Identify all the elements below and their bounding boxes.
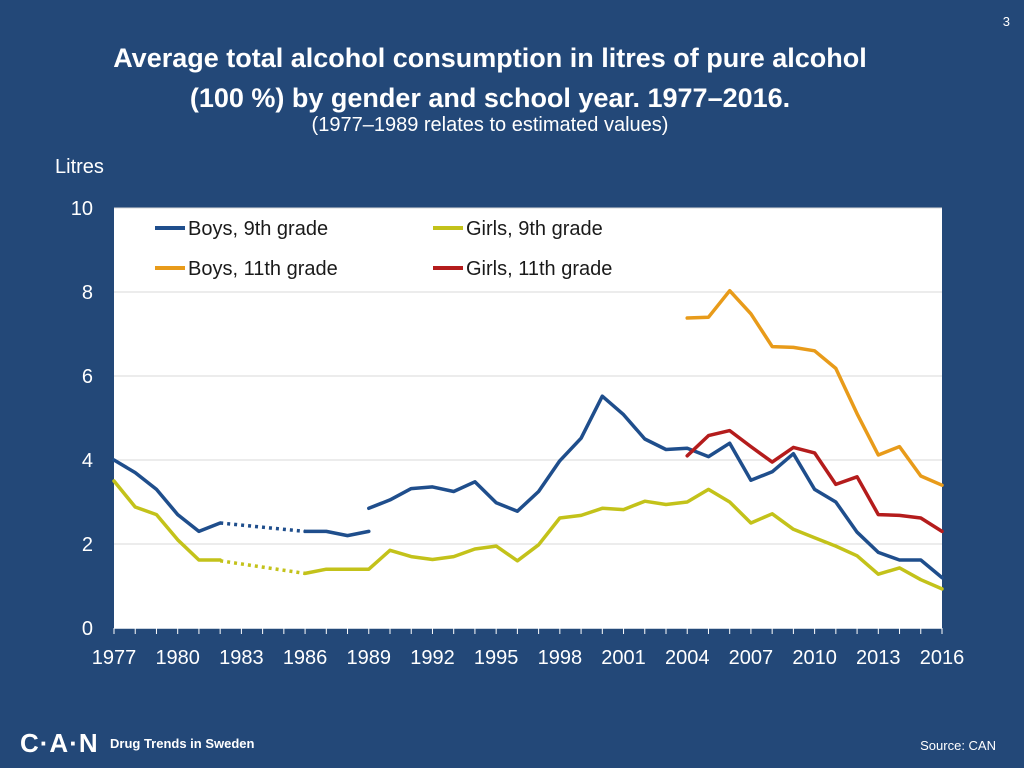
x-tick-label: 1977 xyxy=(92,647,137,669)
series-line-boys-11th-grade xyxy=(685,288,944,487)
x-tick-label: 1986 xyxy=(283,647,328,669)
series-boys-9th-grade xyxy=(112,394,944,580)
source-note: Source: CAN xyxy=(920,738,996,753)
y-tick-label: 4 xyxy=(82,450,93,472)
x-tick-label: 1980 xyxy=(155,647,200,669)
series-line-boys-9th-grade-estimated xyxy=(220,521,306,534)
slide-number: 3 xyxy=(1002,14,1010,29)
x-tick-label: 1992 xyxy=(410,647,455,669)
legend-item: Girls, 11th grade xyxy=(433,258,612,280)
series-line-boys-9th-grade xyxy=(303,529,371,538)
y-axis-label: Litres xyxy=(55,156,104,178)
series-line-girls-11th-grade xyxy=(685,428,944,534)
x-tick-label: 1989 xyxy=(347,647,392,669)
y-tick-label: 2 xyxy=(82,534,93,556)
y-tick-label: 0 xyxy=(82,618,93,640)
x-tick-label: 2013 xyxy=(856,647,901,669)
y-tick-label: 10 xyxy=(71,198,93,220)
chart-subtitle: (1977–1989 relates to estimated values) xyxy=(311,114,669,136)
y-tick-label: 6 xyxy=(82,366,93,388)
chart-title: Average total alcohol consumption in lit… xyxy=(0,38,980,118)
axes: 0 2 4 6 8 10 1977 1980 1983 1986 1989 1992 1995 1998 2… xyxy=(71,198,965,669)
x-tick-label: 1995 xyxy=(474,647,519,669)
legend-item: Girls, 9th grade xyxy=(433,218,603,240)
legend: Boys, 9th grade Girls, 9th grade Boys, 11t… xyxy=(155,218,612,280)
footer-text: Drug Trends in Sweden xyxy=(110,736,255,751)
x-tick-label: 2001 xyxy=(601,647,646,669)
y-tick-label: 8 xyxy=(82,282,93,304)
legend-item: Boys, 11th grade xyxy=(155,258,338,280)
series-line-boys-9th-grade xyxy=(367,394,944,580)
chart-title-line-1: Average total alcohol consumption in lit… xyxy=(113,43,867,73)
x-tick-label: 2010 xyxy=(792,647,837,669)
series-girls-11th-grade xyxy=(685,428,944,534)
legend-item: Boys, 9th grade xyxy=(155,218,328,240)
x-tick-label: 1983 xyxy=(219,647,264,669)
x-tick-label: 2016 xyxy=(920,647,965,669)
series-line-girls-9th-grade xyxy=(112,479,222,562)
series-line-girls-9th-grade xyxy=(303,487,944,591)
x-tick-label: 2007 xyxy=(729,647,774,669)
legend-label: Girls, 9th grade xyxy=(466,218,603,240)
series-girls-9th-grade xyxy=(112,479,944,591)
legend-label: Boys, 9th grade xyxy=(188,218,328,240)
x-tick-label: 1998 xyxy=(538,647,583,669)
can-logo: C·A·N xyxy=(20,728,99,758)
series-line-boys-9th-grade xyxy=(112,458,222,534)
legend-label: Boys, 11th grade xyxy=(188,258,338,280)
legend-label: Girls, 11th grade xyxy=(466,258,612,280)
plot-area xyxy=(114,208,942,628)
series-layer xyxy=(112,288,944,591)
grid-lines xyxy=(114,207,942,545)
chart-title-line-2: (100 %) by gender and school year. 1977–… xyxy=(189,83,791,113)
series-line-girls-9th-grade-estimated xyxy=(219,559,306,576)
x-tick-label: 2004 xyxy=(665,647,710,669)
series-boys-11th-grade xyxy=(685,288,944,487)
